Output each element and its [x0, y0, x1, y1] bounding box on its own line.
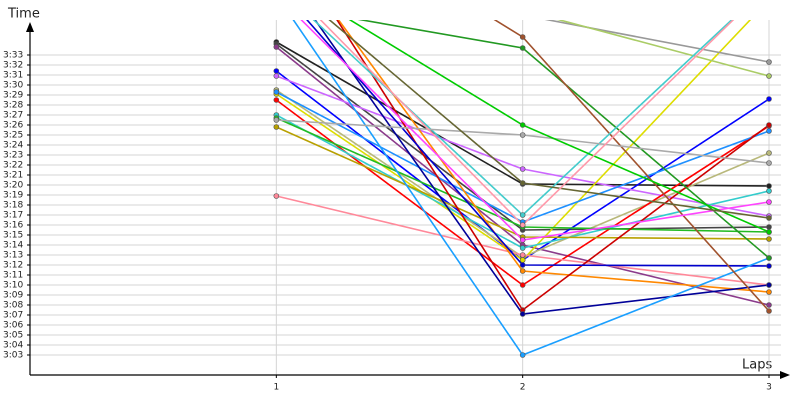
lines	[273, 0, 772, 358]
x-tick-label: 2	[520, 383, 526, 393]
y-axis-title: Time	[7, 7, 40, 22]
point	[766, 282, 772, 288]
point	[766, 188, 772, 194]
x-tick-label: 1	[273, 383, 279, 393]
point	[519, 237, 526, 243]
point	[273, 117, 280, 123]
point	[520, 13, 525, 18]
point	[519, 257, 526, 263]
y-tick-label: 3:05	[3, 331, 23, 341]
y-tick-label: 3:32	[3, 61, 23, 71]
point	[766, 255, 772, 261]
point	[766, 302, 772, 308]
point	[519, 180, 526, 186]
point	[766, 183, 772, 189]
point	[519, 311, 526, 317]
x-tick-label: 3	[766, 383, 772, 393]
point	[519, 252, 526, 258]
y-tick-label: 3:13	[3, 251, 23, 261]
point	[519, 282, 526, 288]
y-tick-label: 3:06	[3, 321, 23, 331]
y-tick-label: 3:16	[3, 221, 23, 231]
point	[273, 68, 280, 74]
point	[766, 224, 772, 230]
y-tick-label: 3:23	[3, 151, 23, 161]
point	[273, 44, 280, 50]
point	[766, 229, 772, 235]
y-tick-label: 3:31	[3, 71, 23, 81]
point	[766, 59, 772, 65]
y-tick-label: 3:30	[3, 81, 23, 91]
point	[767, 0, 772, 3]
point	[519, 34, 526, 40]
point	[519, 132, 526, 138]
point	[274, 3, 279, 8]
point	[519, 222, 526, 228]
point	[519, 45, 526, 51]
point	[766, 289, 772, 295]
y-tick-label: 3:21	[3, 171, 23, 181]
point	[766, 199, 772, 205]
point	[273, 73, 280, 79]
point	[766, 150, 772, 156]
y-tick-label: 3:22	[3, 161, 23, 171]
y-tick-label: 3:20	[3, 181, 23, 191]
point	[519, 268, 526, 274]
point	[273, 124, 280, 130]
point	[273, 89, 280, 95]
y-tick-label: 3:33	[3, 51, 23, 61]
point	[519, 166, 526, 172]
x-axis-title: Laps	[742, 358, 772, 373]
point	[766, 308, 772, 314]
point	[766, 73, 772, 79]
y-tick-label: 3:04	[3, 341, 23, 351]
y-tick-label: 3:26	[3, 121, 23, 131]
point	[519, 352, 526, 358]
series-line	[544, 20, 770, 63]
y-tick-label: 3:09	[3, 291, 23, 301]
y-tick-label: 3:07	[3, 311, 23, 321]
y-tick-label: 3:11	[3, 271, 23, 281]
point	[766, 122, 772, 128]
point	[520, 8, 525, 13]
y-tick-label: 3:08	[3, 301, 23, 311]
y-tick-label: 3:03	[3, 351, 23, 361]
point	[766, 128, 772, 134]
y-tick-label: 3:24	[3, 141, 23, 151]
series-line	[556, 20, 770, 77]
point	[519, 245, 526, 251]
y-tick-label: 3:19	[3, 191, 23, 201]
point	[766, 215, 772, 221]
point	[766, 96, 772, 102]
point	[766, 236, 772, 242]
y-tick-label: 3:18	[3, 201, 23, 211]
point	[766, 160, 772, 166]
y-tick-label: 3:15	[3, 231, 23, 241]
y-tick-label: 3:29	[3, 91, 23, 101]
y-tick-label: 3:27	[3, 111, 23, 121]
y-tick-label: 3:14	[3, 241, 23, 251]
y-tick-label: 3:12	[3, 261, 23, 271]
y-tick-label: 3:17	[3, 211, 23, 221]
point	[273, 97, 280, 103]
y-tick-label: 3:28	[3, 101, 23, 111]
point	[519, 262, 526, 268]
point	[519, 212, 526, 218]
y-tick-label: 3:25	[3, 131, 23, 141]
y-tick-label: 3:10	[3, 281, 23, 291]
point	[766, 263, 772, 269]
point	[519, 122, 526, 128]
x-arrow	[780, 371, 790, 379]
point	[273, 193, 280, 199]
y-arrow	[26, 22, 34, 32]
